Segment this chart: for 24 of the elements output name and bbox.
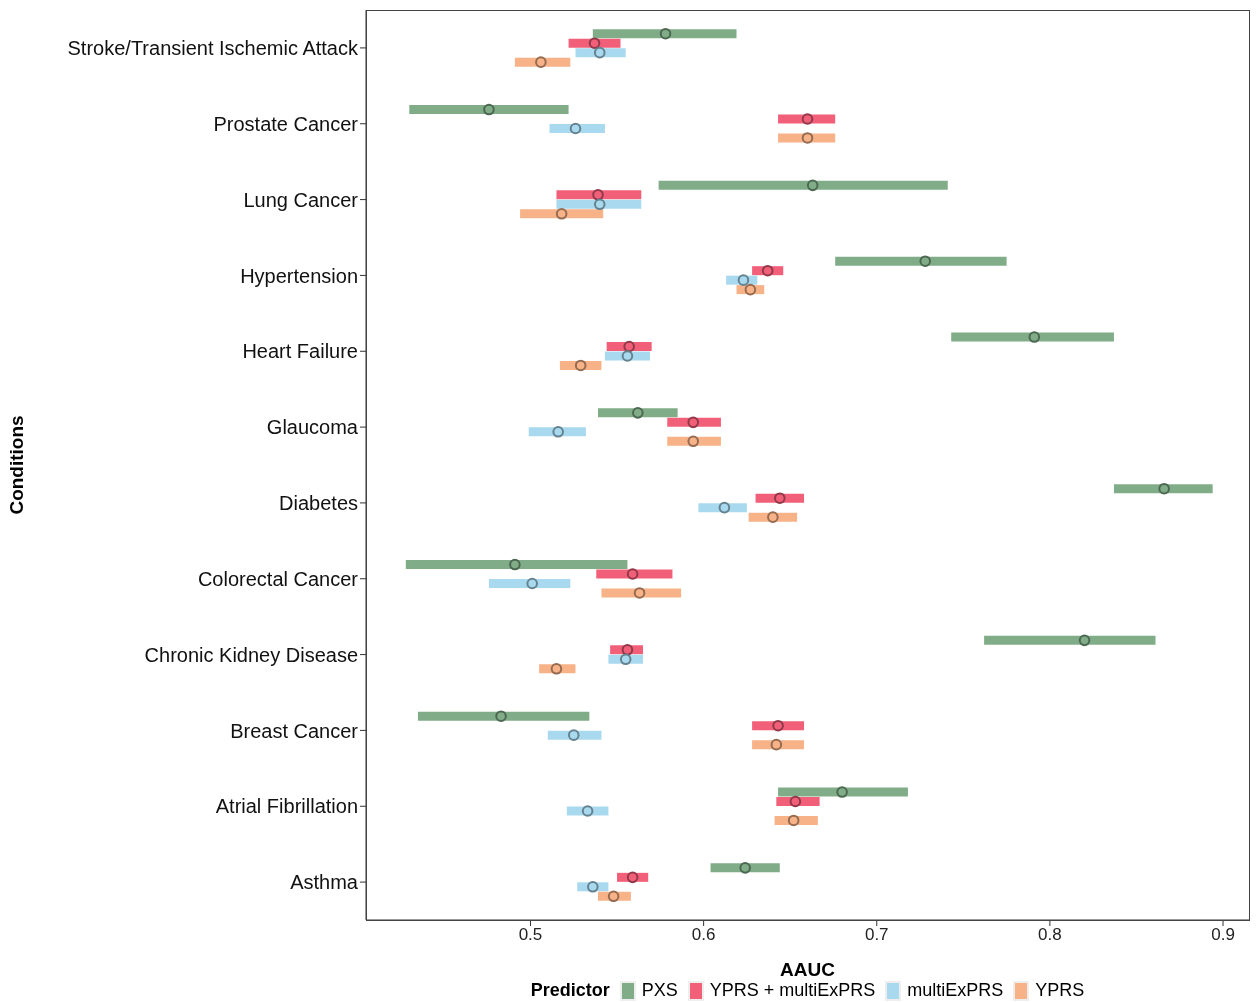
y-axis-title: Conditions xyxy=(5,415,27,515)
y-tick-label: Chronic Kidney Disease xyxy=(144,643,358,666)
y-tick-label: Colorectal Cancer xyxy=(197,567,359,590)
y-tick-label: Prostate Cancer xyxy=(213,112,359,135)
legend-label: multiExPRS xyxy=(907,980,1004,1001)
y-tick-label: Heart Failure xyxy=(242,340,358,363)
legend-label: PXS xyxy=(641,980,678,1001)
x-tick-label: 0.6 xyxy=(691,925,716,945)
y-tick-label: Diabetes xyxy=(279,492,358,515)
y-tick-label: Asthma xyxy=(290,871,359,894)
y-tick-label: Atrial Fibrillation xyxy=(215,795,358,818)
y-tick-label: Glaucoma xyxy=(266,416,359,439)
y-tick-label: Hypertension xyxy=(240,264,358,287)
y-tick-label: Lung Cancer xyxy=(243,188,359,211)
x-tick-label: 0.9 xyxy=(1211,925,1235,945)
y-tick-label: Stroke/Transient Ischemic Attack xyxy=(67,37,359,60)
x-axis-title: AAUC xyxy=(780,959,836,980)
legend-title: Predictor xyxy=(530,980,610,1001)
y-tick-label: Breast Cancer xyxy=(230,719,359,742)
x-tick-label: 0.5 xyxy=(518,925,543,945)
x-tick-label: 0.8 xyxy=(1038,925,1062,945)
x-tick-label: 0.7 xyxy=(864,925,889,945)
legend-label: YPRS xyxy=(1035,980,1085,1001)
legend-label: YPRS + multiExPRS xyxy=(709,980,876,1001)
